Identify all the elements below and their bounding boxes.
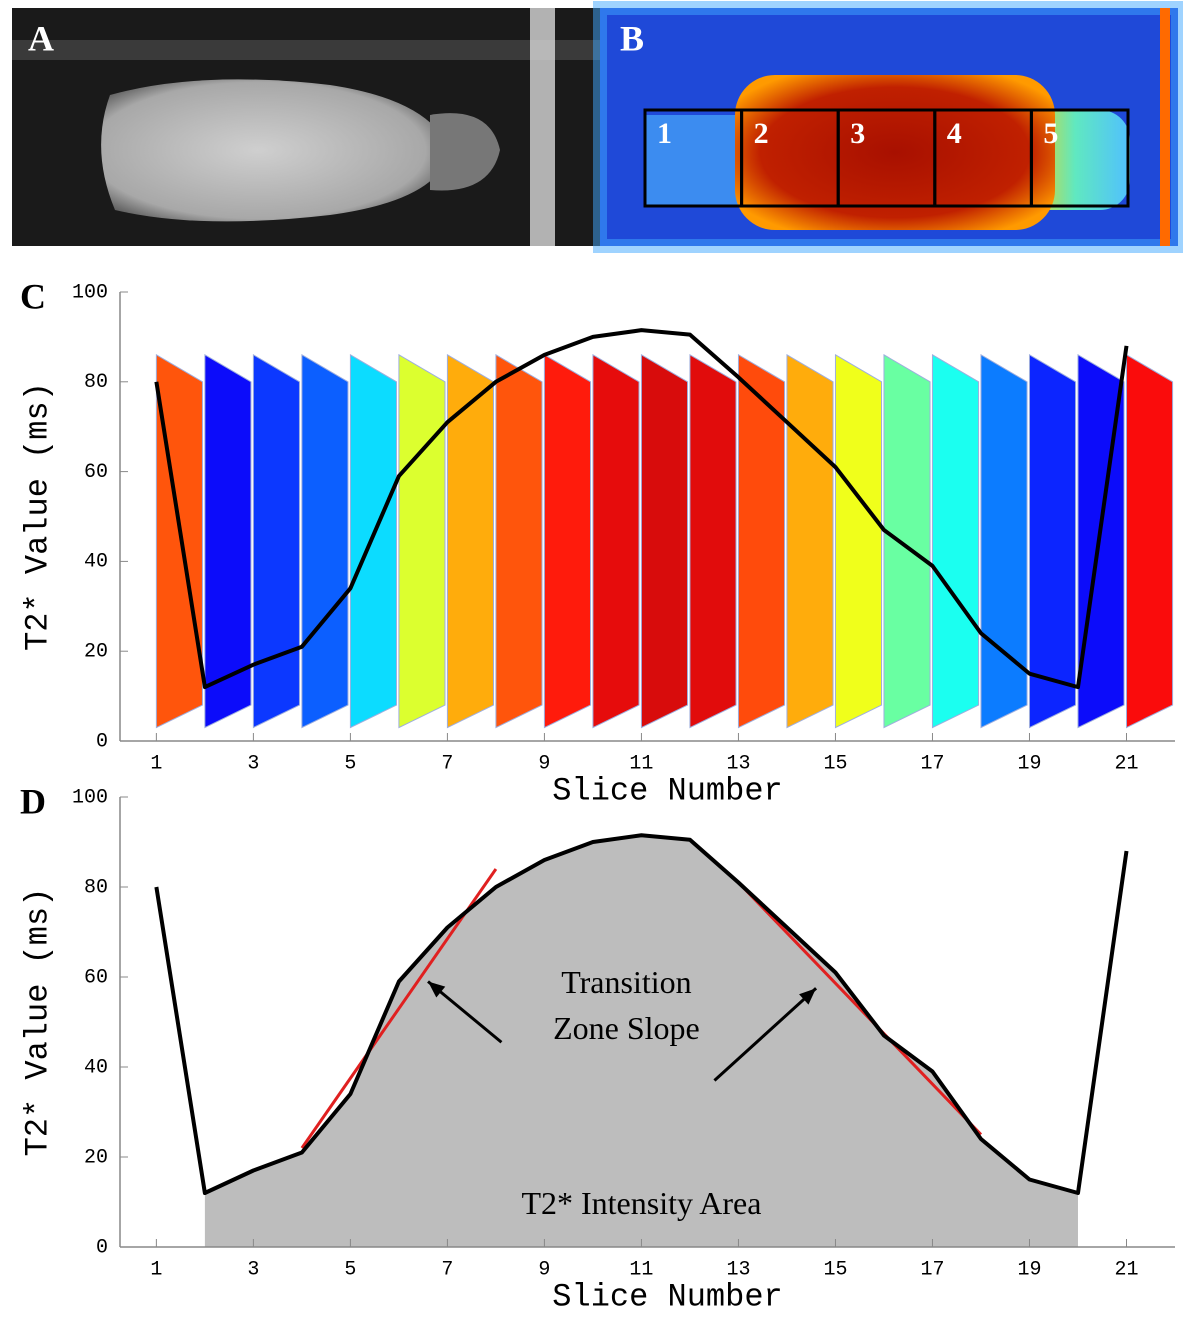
slice-map — [931, 353, 980, 729]
y-tick-label: 80 — [84, 876, 108, 899]
map-region — [645, 115, 745, 205]
panel-a: A — [12, 8, 600, 246]
x-tick-label: 11 — [629, 752, 653, 775]
x-tick-label: 11 — [629, 1258, 653, 1281]
annotation: T2* Intensity Area — [521, 1185, 761, 1221]
y-tick-label: 20 — [84, 640, 108, 663]
x-axis-label: Slice Number — [552, 1278, 782, 1315]
slice-map — [495, 353, 543, 729]
arrow-head — [799, 988, 817, 1005]
slice-map — [737, 353, 786, 729]
x-tick-label: 17 — [920, 1258, 944, 1281]
y-axis-label: T2* Value (ms) — [19, 888, 56, 1157]
x-tick-label: 3 — [247, 1258, 259, 1281]
map-tissue — [735, 75, 1055, 230]
x-tick-label: 3 — [247, 752, 259, 775]
slice-map — [398, 353, 446, 729]
region-label: 5 — [1043, 117, 1058, 150]
slice-map — [834, 353, 883, 729]
region-label: 3 — [850, 117, 865, 150]
x-tick-label: 17 — [920, 752, 944, 775]
y-tick-label: 20 — [84, 1146, 108, 1169]
area — [204, 835, 1078, 1247]
slice-map — [349, 353, 397, 729]
arrow — [713, 987, 818, 1082]
slice-map — [301, 353, 349, 729]
y-tick-label: 40 — [84, 1056, 108, 1079]
x-tick-label: 5 — [344, 1258, 356, 1281]
mri-edge — [530, 8, 555, 246]
slice-map — [689, 353, 737, 729]
y-tick-label: 100 — [72, 786, 108, 809]
panel-label: A — [28, 18, 54, 58]
x-tick-label: 1 — [150, 752, 162, 775]
y-tick-label: 100 — [72, 281, 108, 304]
x-tick-label: 21 — [1114, 752, 1138, 775]
line — [154, 833, 1129, 1195]
annotation: Transition — [561, 964, 691, 1000]
slice-map — [543, 353, 592, 729]
y-tick-label: 0 — [96, 1236, 108, 1259]
slice-map — [252, 353, 300, 729]
x-axis-label: Slice Number — [552, 772, 782, 809]
map-border — [593, 1, 1183, 253]
mri-band — [12, 40, 600, 60]
panel-label: D — [20, 781, 46, 821]
slice-map — [1125, 353, 1174, 729]
region-boxes: 1 2 3 4 5 — [643, 108, 1130, 208]
region-box — [1029, 108, 1130, 208]
x-tick-label: 13 — [726, 1258, 750, 1281]
slice-map — [1028, 353, 1077, 729]
y-tick-label: 40 — [84, 551, 108, 574]
y-tick-label: 60 — [84, 966, 108, 989]
arrow-head — [428, 981, 446, 998]
mri-tissue — [101, 79, 450, 222]
line — [154, 328, 1129, 690]
slice-map — [883, 353, 931, 729]
x-tick-label: 1 — [150, 1258, 162, 1281]
slice-map — [640, 353, 689, 729]
mri-tissue-end — [430, 113, 500, 191]
slice-map — [204, 353, 252, 729]
x-tick-label: 21 — [1114, 1258, 1138, 1281]
map-edge — [1160, 8, 1170, 246]
x-tick-label: 9 — [538, 752, 550, 775]
annotation: Zone Slope — [553, 1010, 700, 1046]
y-tick-label: 0 — [96, 730, 108, 753]
panel-label: C — [20, 276, 46, 316]
trend-line — [737, 881, 983, 1136]
slice-map — [786, 353, 834, 729]
slice-map — [446, 353, 494, 729]
slice-map — [155, 353, 203, 729]
slice-map — [592, 353, 640, 729]
x-tick-label: 5 — [344, 752, 356, 775]
x-tick-label: 7 — [441, 1258, 453, 1281]
x-tick-label: 15 — [823, 752, 847, 775]
y-tick-label: 80 — [84, 371, 108, 394]
panel-b: 1 2 3 4 5 B — [593, 1, 1183, 253]
x-tick-label: 19 — [1017, 1258, 1041, 1281]
x-tick-label: 15 — [823, 1258, 847, 1281]
y-axis-label: T2* Value (ms) — [19, 382, 56, 651]
region-label: 4 — [947, 117, 962, 150]
region-label: 1 — [657, 117, 672, 150]
region-label: 2 — [754, 117, 769, 150]
x-tick-label: 9 — [538, 1258, 550, 1281]
slice-map — [980, 353, 1028, 729]
x-tick-label: 7 — [441, 752, 453, 775]
x-tick-label: 19 — [1017, 752, 1041, 775]
y-tick-label: 60 — [84, 461, 108, 484]
x-tick-label: 13 — [726, 752, 750, 775]
panel-label: B — [620, 18, 644, 58]
